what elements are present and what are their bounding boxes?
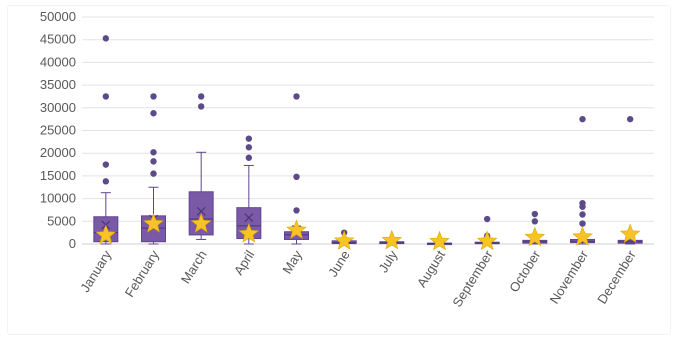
outlier-point [150, 158, 157, 165]
y-tick-label: 25000 [40, 123, 76, 138]
y-tick-label: 5000 [47, 213, 76, 228]
outlier-point [197, 103, 205, 110]
y-tick-label: 45000 [40, 32, 76, 47]
y-tick-label: 30000 [40, 100, 76, 115]
y-tick-label: 0 [69, 236, 76, 251]
outlier-point [245, 135, 253, 142]
outlier-point [626, 115, 634, 123]
x-tick-label: March [178, 248, 210, 287]
outlier-point [150, 149, 157, 156]
x-tick-label: July [375, 247, 400, 275]
star-marker [524, 226, 546, 247]
y-tick-label: 50000 [40, 9, 76, 24]
outlier-point [531, 210, 539, 218]
outlier-point [293, 207, 300, 214]
y-tick-label: 40000 [40, 54, 76, 69]
outlier-point [579, 115, 586, 123]
x-tick-label: August [414, 247, 448, 290]
box-plot-chart: 0 5000 10000 15000 20000 25000 30000 35000 40000… [40, 9, 654, 310]
chart-panel: 0 5000 10000 15000 20000 25000 30000 35000 40000… [8, 6, 670, 334]
outlier-point [150, 93, 157, 100]
outlier-point [102, 161, 110, 168]
y-tick-label: 20000 [40, 145, 76, 160]
y-tick-label: 15000 [40, 168, 76, 183]
star-marker [429, 230, 450, 251]
star-marker [190, 213, 212, 233]
outlier-point [197, 93, 205, 100]
outlier-point [579, 203, 586, 210]
outlier-point [150, 110, 157, 117]
x-tick-label: January [77, 247, 114, 295]
x-tick-label: June [325, 248, 353, 280]
x-tick-label: December [594, 247, 639, 306]
x-tick-label: May [279, 247, 305, 276]
outlier-point [531, 218, 539, 225]
x-tick-label: September [449, 247, 496, 309]
outlier-point [293, 93, 300, 100]
star-marker [238, 222, 260, 243]
y-tick-label: 35000 [40, 77, 76, 92]
mean-marker [244, 213, 254, 223]
star-marker [572, 226, 593, 246]
x-tick-label: October [506, 247, 544, 295]
outlier-point [245, 154, 253, 161]
x-tick-label: November [547, 247, 592, 306]
x-tick-label: April [231, 248, 258, 278]
outlier-point [102, 93, 110, 100]
outlier-point [150, 170, 157, 177]
outlier-point [579, 211, 586, 218]
star-marker [143, 213, 164, 233]
star-marker [476, 230, 498, 251]
outlier-point [483, 215, 491, 223]
y-tick-label: 10000 [40, 191, 76, 206]
outlier-point [102, 35, 110, 42]
x-tick-label: February [122, 247, 163, 299]
outlier-point [245, 144, 253, 151]
star-marker [381, 229, 403, 250]
outlier-point [293, 173, 300, 181]
star-marker [333, 230, 355, 250]
outlier-point [102, 178, 110, 185]
star-marker [286, 219, 307, 239]
outlier-point [579, 220, 586, 227]
star-marker [95, 224, 117, 244]
mean-marker [196, 206, 206, 216]
star-marker [619, 223, 641, 244]
